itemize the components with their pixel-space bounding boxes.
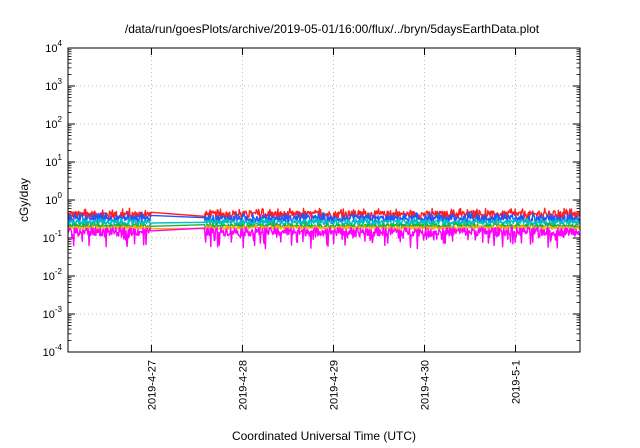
- chart-title: /data/run/goesPlots/archive/2019-05-01/1…: [125, 22, 540, 36]
- y-tick-label: 103: [45, 77, 62, 93]
- plot-frame: [67, 47, 581, 353]
- data-series-line-4: [68, 222, 580, 230]
- x-tick-label: 2019-4-27: [146, 360, 158, 410]
- y-tick-label: 10-3: [43, 305, 63, 321]
- y-tick-label: 101: [45, 153, 62, 169]
- y-tick-label: 102: [45, 115, 62, 131]
- y-tick-label: 104: [45, 39, 62, 55]
- data-series-line-3: [68, 217, 580, 227]
- x-tick-label: 2019-4-29: [328, 360, 340, 410]
- x-tick-label: 2019-4-30: [420, 360, 432, 410]
- data-series-group: [68, 207, 580, 250]
- y-tick-label: 100: [45, 191, 62, 207]
- x-tick-label: 2019-5-1: [511, 360, 523, 404]
- y-axis-label: cGy/day: [17, 178, 31, 222]
- data-series-line-6: [68, 226, 580, 250]
- x-axis-label: Coordinated Universal Time (UTC): [232, 429, 416, 443]
- x-tick-label: 2019-4-28: [237, 360, 249, 410]
- data-series-line-2: [68, 212, 580, 225]
- y-tick-label: 10-4: [43, 343, 63, 359]
- y-tick-label: 10-2: [43, 267, 63, 283]
- y-tick-label: 10-1: [43, 229, 63, 245]
